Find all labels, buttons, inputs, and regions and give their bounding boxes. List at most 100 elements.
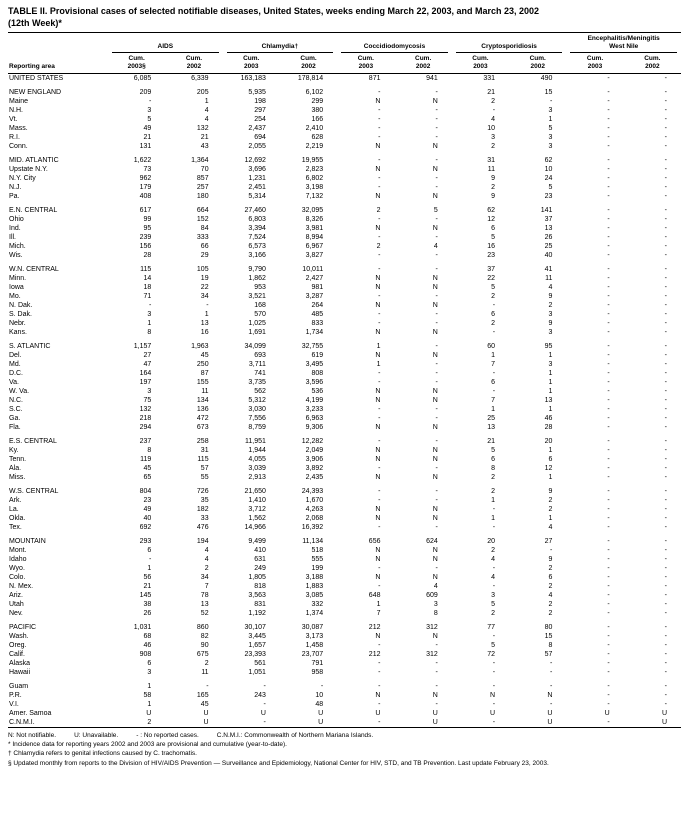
value-cell: 3 — [433, 601, 438, 609]
value-cell: 60 — [487, 343, 496, 351]
value-cell: 4,199 — [305, 397, 324, 405]
value-cell: - — [378, 89, 381, 97]
value-cell: - — [435, 669, 438, 677]
value-cell: 9,790 — [248, 266, 266, 274]
table-body: UNITED STATES 6,085 6,339 163,183 178,814 871… — [8, 74, 681, 728]
value-cell: 6 — [147, 660, 152, 668]
value-cell: 7 — [491, 397, 496, 405]
value-cell: - — [607, 293, 610, 301]
value-cell: 8,326 — [305, 216, 324, 224]
value-cell: - — [607, 89, 610, 97]
value-cell: N — [432, 556, 438, 564]
value-cell: 33 — [200, 515, 209, 523]
value-cell: - — [607, 329, 610, 337]
value-cell: 1 — [548, 352, 553, 360]
table-row: S. ATLANTIC 1,157 1,963 34,099 32,755 1 - 60 95 -… — [8, 342, 681, 351]
reporting-area-cell: Del. — [9, 352, 22, 360]
value-cell: 257 — [196, 184, 209, 192]
reporting-area-cell: Wis. — [9, 252, 23, 260]
value-cell: 41 — [544, 266, 553, 274]
value-cell: 28 — [143, 252, 152, 260]
value-cell: - — [664, 465, 667, 473]
reporting-area-cell: La. — [9, 506, 19, 514]
reporting-area-cell: Ala. — [9, 465, 22, 473]
table-row: Ark. 23 35 1,410 1,670 - - 1 2 - - — [8, 496, 681, 505]
value-cell: 871 — [368, 75, 381, 83]
value-cell: 218 — [139, 415, 152, 423]
value-cell: 4 — [204, 556, 209, 564]
value-cell: 1,374 — [305, 610, 324, 618]
table-row: Iowa 18 22 953 981 N N 5 4 - - — [8, 283, 681, 292]
value-cell: - — [607, 207, 610, 215]
value-cell: 833 — [311, 320, 324, 328]
value-cell: - — [263, 683, 266, 691]
value-cell: - — [664, 225, 667, 233]
value-cell: 3,827 — [305, 252, 324, 260]
value-cell: 27 — [143, 352, 152, 360]
value-cell: 518 — [311, 547, 324, 555]
value-cell: 258 — [196, 438, 209, 446]
value-cell: 6 — [147, 547, 152, 555]
value-cell: - — [664, 424, 667, 432]
value-cell: 198 — [254, 98, 266, 106]
value-cell: 791 — [311, 660, 324, 668]
value-cell: 2 — [548, 583, 553, 591]
value-cell: - — [607, 379, 610, 387]
value-cell: 62 — [487, 207, 496, 215]
value-cell: 45 — [200, 701, 209, 709]
value-cell: - — [664, 565, 667, 573]
value-cell: N — [375, 692, 381, 700]
table-row: Colo. 56 34 1,805 3,188 N N 4 6 - - — [8, 573, 681, 582]
table-row: Ill. 239 333 7,524 8,994 - - 5 26 - - — [8, 233, 681, 242]
table-row: PACIFIC 1,031 860 30,107 30,087 212 312 77 80 - - — [8, 623, 681, 632]
value-cell: 2 — [376, 243, 381, 251]
reporting-area-header: Reporting area — [8, 32, 108, 75]
value-cell: - — [435, 116, 438, 124]
value-cell: - — [607, 651, 610, 659]
reporting-area-cell: NEW ENGLAND — [9, 89, 62, 97]
value-cell: - — [378, 669, 381, 677]
value-cell: - — [435, 683, 438, 691]
value-cell: 2,410 — [305, 125, 324, 133]
value-cell: - — [664, 275, 667, 283]
value-cell: 3 — [147, 107, 152, 115]
reporting-area-cell: N.J. — [9, 184, 22, 192]
value-cell: 1 — [376, 343, 381, 351]
value-cell: - — [378, 311, 381, 319]
value-cell: 66 — [200, 243, 209, 251]
value-cell: 619 — [311, 352, 324, 360]
value-cell: - — [378, 175, 381, 183]
value-cell: - — [664, 98, 667, 106]
value-cell: N — [375, 98, 381, 106]
value-cell: 2,055 — [248, 143, 266, 151]
value-cell: 6,339 — [191, 75, 209, 83]
value-cell: U — [318, 710, 324, 718]
value-cell: 24,393 — [301, 488, 324, 496]
value-cell: - — [664, 456, 667, 464]
value-cell: 19,955 — [301, 157, 324, 165]
value-cell: 3 — [147, 669, 152, 677]
value-cell: 2 — [491, 320, 496, 328]
value-cell: 3,039 — [248, 465, 266, 473]
value-cell: - — [206, 302, 209, 310]
value-cell: N — [375, 506, 381, 514]
value-cell: - — [607, 601, 610, 609]
value-cell: 212 — [368, 624, 381, 632]
value-cell: 1,657 — [248, 642, 266, 650]
value-cell: 1,458 — [305, 642, 324, 650]
value-cell: - — [148, 556, 152, 564]
value-cell: - — [607, 388, 610, 396]
value-cell: 47 — [143, 361, 152, 369]
value-cell: 15 — [544, 633, 553, 641]
value-cell: 1 — [491, 406, 496, 414]
reporting-area-cell: R.I. — [9, 134, 20, 142]
value-cell: - — [435, 157, 438, 165]
value-cell: - — [607, 624, 610, 632]
value-cell: - — [492, 302, 496, 310]
value-cell: N — [432, 397, 438, 405]
reporting-area-cell: Upstate N.Y. — [9, 166, 48, 174]
value-cell: N — [375, 456, 381, 464]
reporting-area-cell: Kans. — [9, 329, 27, 337]
value-cell: 2,427 — [305, 275, 324, 283]
table-row: Maine - 1 198 299 N N 2 - - - — [8, 97, 681, 106]
